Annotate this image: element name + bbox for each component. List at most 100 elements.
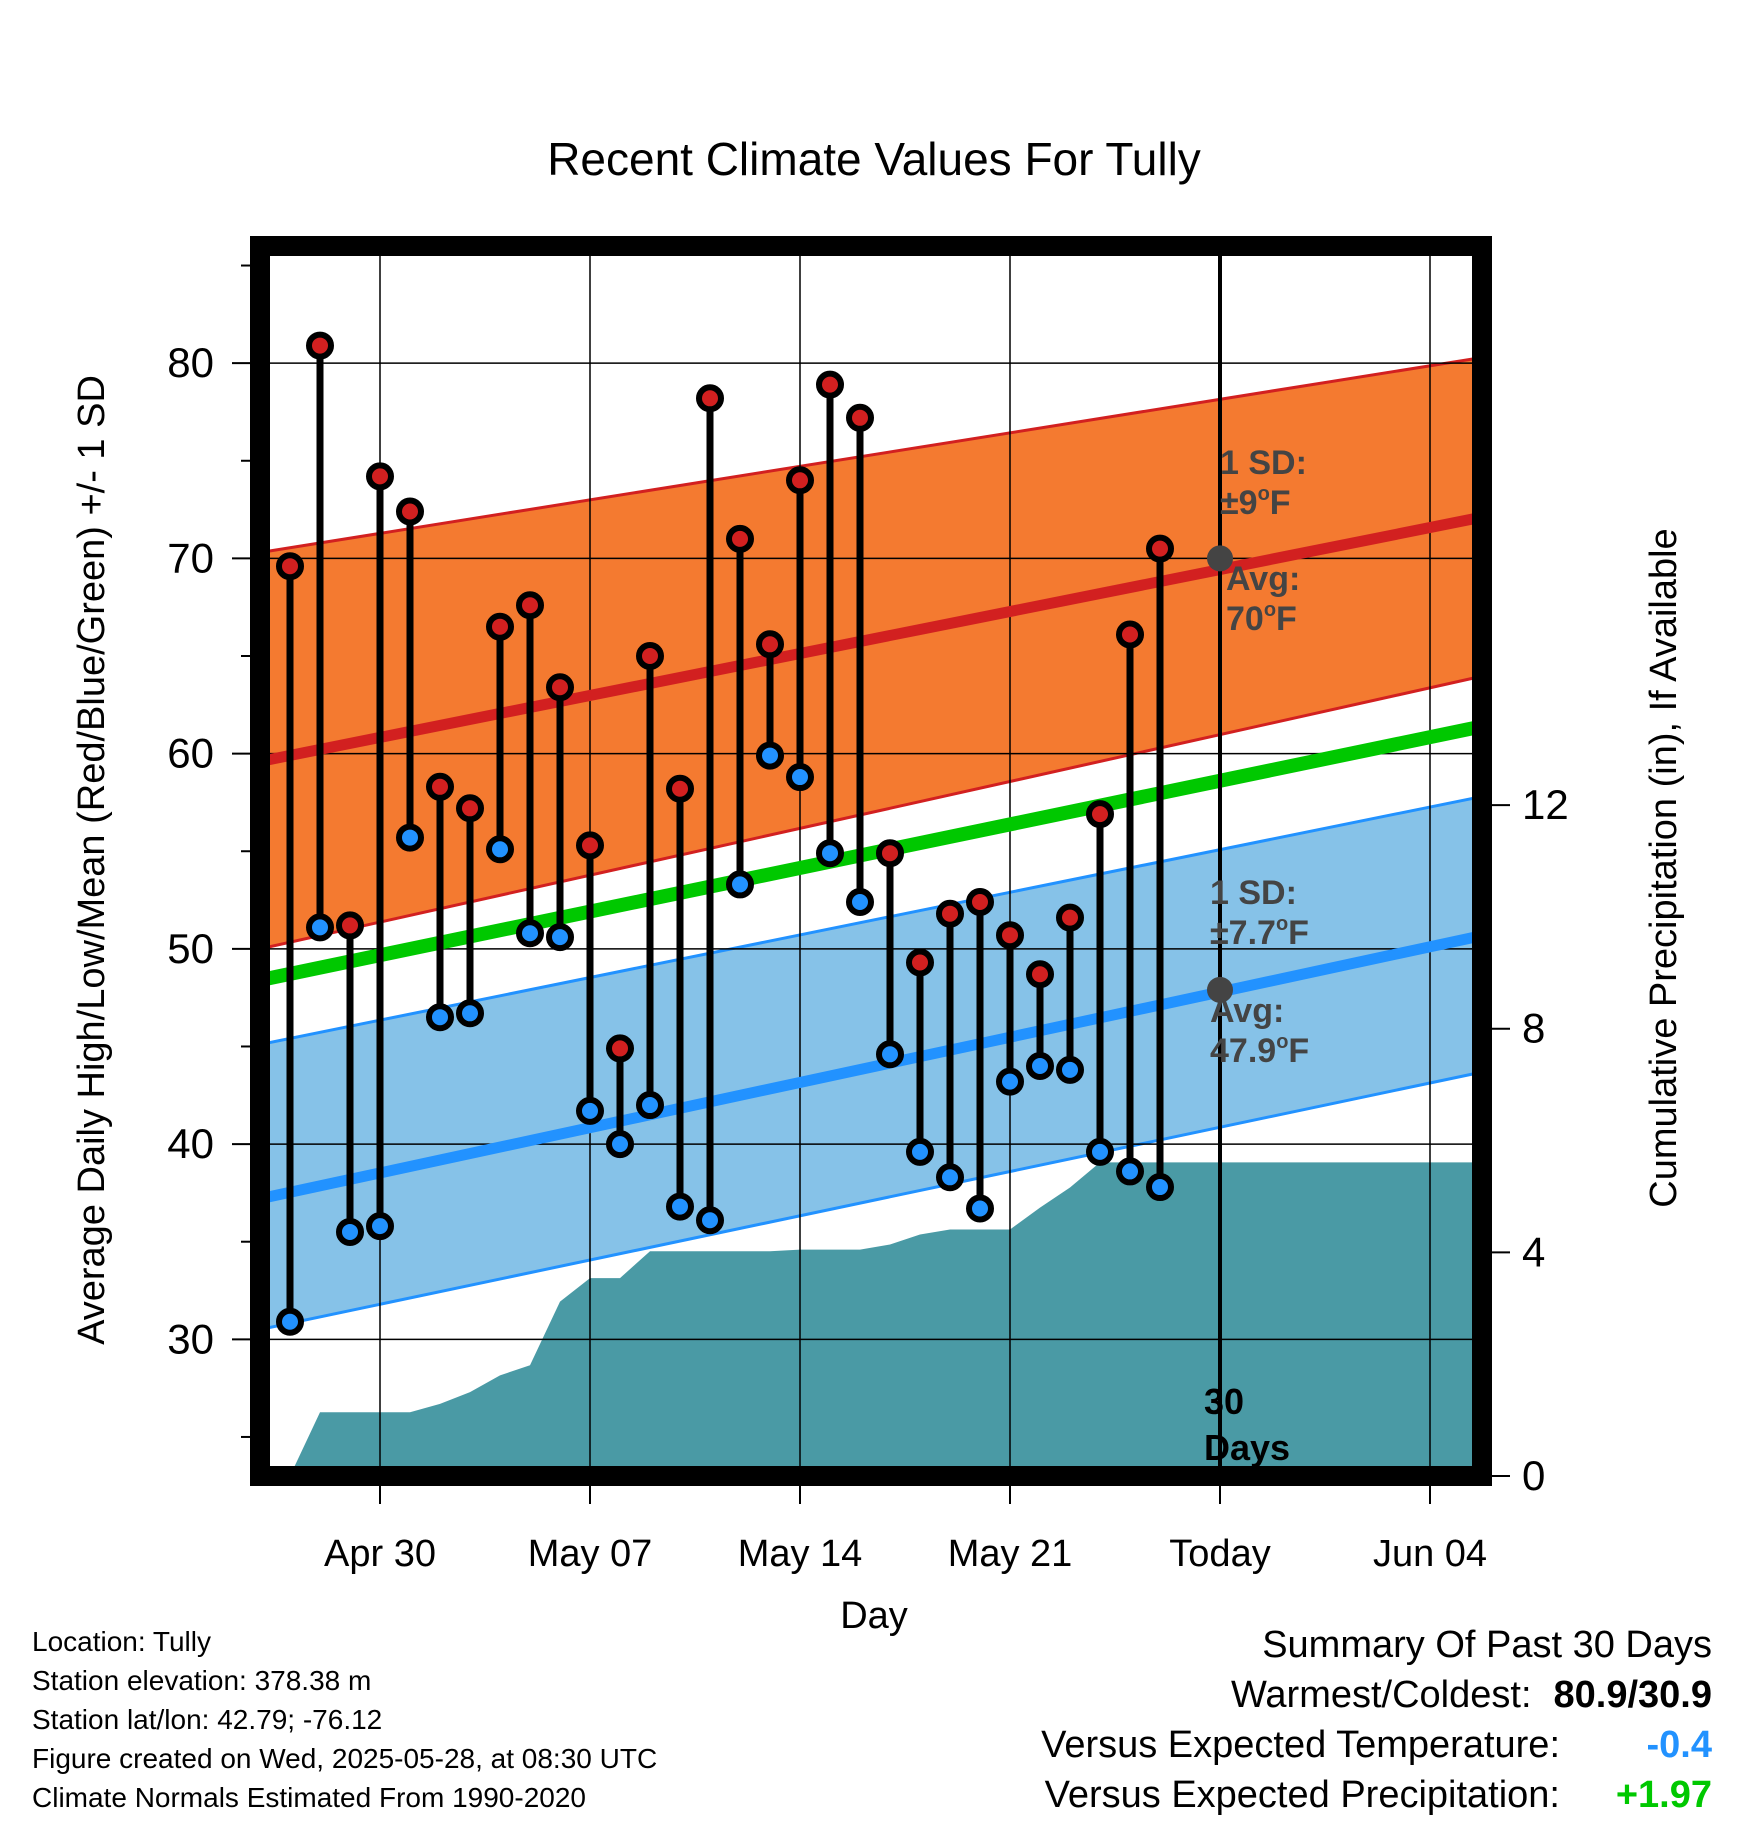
daily-high-point: [546, 673, 574, 702]
daily-high-point: [576, 831, 604, 860]
y2-axis-label: Cumulative Precipitation (in), If Availa…: [1643, 528, 1685, 1207]
high-sd-band-upper-edge: [260, 355, 1482, 555]
y2-tick-label: 4: [1522, 1228, 1545, 1275]
chart-title: Recent Climate Values For Tully: [547, 133, 1201, 185]
daily-low-point: [816, 839, 844, 868]
high-sd-band: [260, 357, 1482, 949]
daily-high-point: [696, 384, 724, 413]
x-tick-label: May 14: [738, 1533, 863, 1575]
daily-high-point: [636, 642, 664, 670]
y-tick-label: 70: [167, 534, 214, 581]
daily-high-point: [456, 794, 484, 823]
low-sd-label: 1 SD:: [1210, 874, 1297, 912]
y2-tick-label: 12: [1522, 781, 1569, 828]
precip-label: Versus Expected Precipitation:: [1044, 1774, 1560, 1816]
daily-low-point: [606, 1130, 634, 1159]
daily-low-point: [786, 763, 814, 792]
daily-low-point: [846, 888, 874, 916]
daily-low-point: [516, 919, 544, 948]
y-tick-label: 80: [167, 339, 214, 386]
daily-high-point: [396, 497, 424, 526]
daily-low-point: [906, 1137, 934, 1166]
daily-low-point: [396, 823, 424, 852]
daily-high-point: [786, 466, 814, 495]
daily-low-point: [756, 741, 784, 770]
low-sd-band-lower-edge: [260, 1070, 1482, 1332]
daily-high-point: [1056, 903, 1084, 932]
station-info: Location: Tully Station elevation: 378.3…: [32, 1622, 657, 1817]
daily-high-point: [306, 331, 334, 360]
daily-low-point: [936, 1163, 964, 1192]
daily-low-point: [456, 999, 484, 1028]
daily-high-point: [846, 403, 874, 432]
daily-low-point: [876, 1040, 904, 1069]
daily-high-point: [726, 524, 754, 553]
summary-panel: Summary Of Past 30 Days Warmest/Coldest:…: [1041, 1620, 1712, 1820]
daily-high-point: [816, 370, 844, 399]
precip-value: +1.97: [1615, 1774, 1712, 1816]
precip-area: [260, 1162, 1482, 1476]
daily-high-point: [366, 462, 394, 491]
station-latlon: Station lat/lon: 42.79; -76.12: [32, 1704, 383, 1735]
daily-low-point: [546, 923, 574, 952]
x-tick-label: Today: [1169, 1533, 1270, 1575]
today-low-avg-marker: [1207, 976, 1233, 1003]
summary-warmest-row: Warmest/Coldest: 80.9/30.9: [1041, 1670, 1712, 1720]
temp-value: -0.4: [1646, 1724, 1712, 1766]
y-tick-label: 60: [167, 730, 214, 777]
daily-low-point: [1086, 1137, 1114, 1166]
daily-low-point: [486, 835, 514, 864]
x-tick-label: Jun 04: [1373, 1533, 1487, 1575]
daily-high-point: [606, 1034, 634, 1063]
daily-high-point: [1116, 620, 1144, 649]
y-axis-label: Average Daily High/Low/Mean (Red/Blue/Gr…: [71, 375, 113, 1345]
low-sd-value: ±7.7oF: [1210, 913, 1309, 952]
daily-low-point: [576, 1096, 604, 1125]
high-sd-value: ±9oF: [1220, 483, 1291, 522]
high-avg-label: Avg:: [1226, 560, 1300, 598]
summary-temp-row: Versus Expected Temperature: -0.4: [1041, 1720, 1712, 1770]
daily-high-point: [936, 899, 964, 928]
station-elevation: Station elevation: 378.38 m: [32, 1665, 372, 1696]
daily-low-point: [696, 1206, 724, 1235]
daily-high-point: [876, 839, 904, 868]
high-sd-label: 1 SD:: [1220, 444, 1307, 482]
daily-low-point: [636, 1091, 664, 1120]
daily-low-point: [1026, 1052, 1054, 1080]
today-high-avg-marker: [1207, 545, 1233, 572]
days-label-number: 30: [1204, 1381, 1244, 1422]
x-tick-label: Apr 30: [324, 1533, 436, 1575]
daily-high-point: [1086, 800, 1114, 829]
figure-created: Figure created on Wed, 2025-05-28, at 08…: [32, 1743, 658, 1774]
daily-low-point: [996, 1067, 1024, 1096]
daily-high-point: [1146, 534, 1174, 563]
daily-high-point: [666, 774, 694, 803]
low-avg-label: Avg:: [1210, 992, 1284, 1030]
daily-low-point: [306, 913, 334, 942]
avg-high-line: [260, 511, 1482, 767]
y-tick-label: 50: [167, 925, 214, 972]
daily-high-point: [1026, 960, 1054, 989]
y2-tick-label: 8: [1522, 1005, 1545, 1052]
daily-high-point: [966, 888, 994, 916]
warmest-label: Warmest/Coldest:: [1230, 1674, 1532, 1716]
station-location: Location: Tully: [32, 1626, 211, 1657]
summary-precip-row: Versus Expected Precipitation: +1.97: [1041, 1770, 1712, 1820]
daily-high-point: [276, 552, 304, 581]
warmest-value: 80.9/30.9: [1553, 1674, 1712, 1716]
daily-high-point: [336, 911, 364, 940]
daily-high-point: [996, 921, 1024, 950]
high-avg-value: 70oF: [1226, 599, 1297, 638]
daily-low-point: [1056, 1055, 1084, 1084]
y-tick-label: 30: [167, 1315, 214, 1362]
days-label-word: Days: [1204, 1427, 1290, 1468]
low-avg-value: 47.9oF: [1210, 1031, 1309, 1070]
daily-low-point: [726, 870, 754, 899]
daily-high-point: [516, 591, 544, 620]
y-tick-label: 40: [167, 1120, 214, 1167]
climate-normals-note: Climate Normals Estimated From 1990-2020: [32, 1782, 586, 1813]
daily-low-point: [366, 1212, 394, 1241]
daily-low-point: [666, 1192, 694, 1221]
